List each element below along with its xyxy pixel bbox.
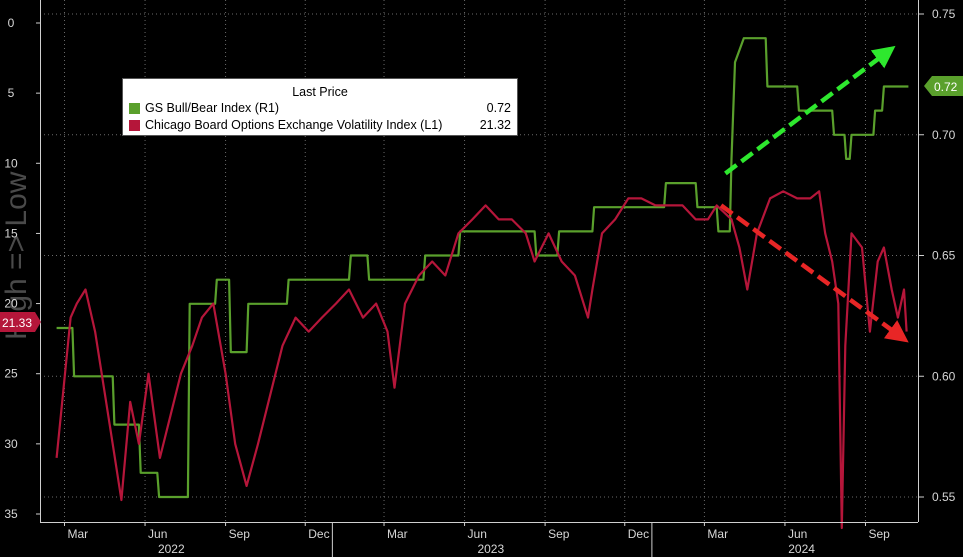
gridlines — [40, 0, 918, 522]
x-tick-label: Jun — [788, 527, 807, 541]
legend: Last Price GS Bull/Bear Index (R1) 0.72 … — [122, 78, 518, 136]
right-axis: 0.55 0.60 0.65 0.70 0.75 — [918, 0, 956, 522]
badge-right-shape — [924, 76, 963, 96]
green-trend-arrow — [724, 45, 896, 176]
badge-left-value: 21.33 — [2, 316, 32, 330]
year-label: 2023 — [477, 542, 504, 556]
x-tick-label: Sep — [868, 527, 890, 541]
legend-title: Last Price — [292, 85, 348, 99]
year-label: 2024 — [788, 542, 815, 556]
legend-series-value: 21.32 — [479, 118, 511, 132]
vix-series-line — [55, 190, 908, 530]
left-tick-label: 35 — [4, 507, 18, 521]
x-tick-label: Jun — [148, 527, 167, 541]
right-tick-label: 0.60 — [932, 369, 956, 383]
right-tick-label: 0.55 — [932, 490, 956, 504]
badge-right-value: 0.72 — [934, 80, 958, 94]
badge-left-shape — [0, 312, 41, 332]
right-tick-label: 0.65 — [932, 249, 956, 263]
left-tick-label: 30 — [4, 437, 18, 451]
legend-series-value: 0.72 — [486, 101, 511, 115]
left-tick-label: 0 — [8, 16, 15, 30]
legend-swatch-red — [129, 120, 140, 131]
x-tick-label: Dec — [628, 527, 649, 541]
x-tick-label: Jun — [468, 527, 487, 541]
series-layer — [55, 37, 909, 530]
left-tick-label: 10 — [4, 156, 18, 170]
legend-series-name: Chicago Board Options Exchange Volatilit… — [145, 118, 443, 132]
right-tick-label: 0.70 — [932, 128, 956, 142]
left-tick-label: 5 — [8, 86, 15, 100]
last-price-badge-right: 0.72 — [924, 76, 963, 96]
watermark-label: High => Low — [0, 171, 33, 340]
gs-bull-bear-series-line — [56, 37, 909, 499]
x-tick-label: Mar — [707, 527, 728, 541]
left-axis: 0 5 10 15 20 25 30 35 — [4, 0, 41, 522]
x-tick-label: Dec — [308, 527, 329, 541]
annotation-arrows — [719, 45, 909, 343]
red-trend-arrow — [719, 203, 909, 343]
legend-series-name: GS Bull/Bear Index (R1) — [145, 101, 280, 115]
x-tick-label: Mar — [387, 527, 408, 541]
right-tick-label: 0.75 — [932, 7, 956, 21]
x-tick-label: Mar — [68, 527, 89, 541]
left-tick-label: 15 — [4, 226, 18, 240]
left-tick-label: 20 — [4, 297, 18, 311]
x-axis: Mar Jun Sep Dec Mar Jun Sep Dec Mar Jun Sep 2022 202… — [40, 522, 918, 557]
last-price-badge-left: 21.33 — [0, 312, 41, 332]
legend-item-gs-bull-bear: GS Bull/Bear Index (R1) 0.72 — [129, 101, 511, 117]
legend-swatch-green — [129, 103, 140, 114]
legend-item-vix: Chicago Board Options Exchange Volatilit… — [129, 118, 511, 134]
year-label: 2022 — [158, 542, 185, 556]
left-tick-label: 25 — [4, 367, 18, 381]
x-tick-label: Sep — [548, 527, 570, 541]
x-tick-label: Sep — [229, 527, 251, 541]
